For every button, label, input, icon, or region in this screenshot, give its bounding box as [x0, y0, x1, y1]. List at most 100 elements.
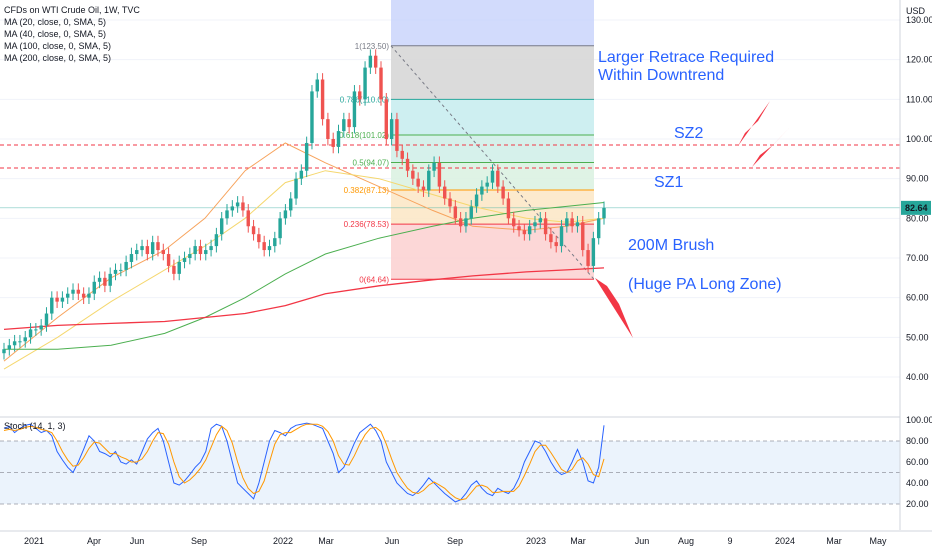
- price-tick-6: 100.00: [906, 134, 932, 144]
- candle-29: [156, 242, 160, 251]
- candle-14: [76, 289, 81, 294]
- candle-60: [320, 79, 325, 120]
- legend-ma40: MA (40, close, 0, SMA, 5): [4, 29, 106, 39]
- fib-band-1: [391, 99, 594, 135]
- x-tick-8: 2023: [526, 536, 546, 546]
- chart-title: CFDs on WTI Crude Oil, 1W, TVC: [4, 5, 140, 15]
- last-price-label: 82.64: [905, 203, 928, 213]
- legend-ma100: MA (100, close, 0, SMA, 5): [4, 41, 111, 51]
- candle-23: [124, 261, 128, 270]
- candle-80: [427, 170, 431, 191]
- arrow-sz2-upper: [738, 101, 770, 146]
- price-tick-4: 80.00: [906, 213, 929, 223]
- stoch-tick-3: 80.00: [906, 436, 929, 446]
- candle-8: [44, 313, 49, 326]
- candle-97: [517, 226, 521, 231]
- candle-55: [294, 178, 298, 199]
- candle-111: [591, 238, 596, 266]
- stoch-series-1: [3, 423, 605, 501]
- price-tick-8: 120.00: [906, 55, 932, 65]
- candle-13: [71, 289, 75, 294]
- candle-48: [257, 234, 261, 243]
- candle-109: [581, 222, 585, 251]
- candle-70: [373, 55, 378, 68]
- candle-89: [474, 194, 479, 207]
- candle-99: [527, 226, 532, 235]
- candle-22: [119, 269, 123, 271]
- price-tick-0: 40.00: [906, 372, 929, 382]
- price-tick-2: 60.00: [906, 293, 929, 303]
- candle-88: [469, 206, 473, 219]
- x-tick-14: Mar: [826, 536, 842, 546]
- fib-band-5: [391, 224, 594, 280]
- candle-74: [395, 119, 399, 151]
- candle-57: [304, 142, 309, 171]
- candle-2: [12, 341, 17, 346]
- candle-30: [161, 250, 166, 255]
- x-tick-6: Jun: [385, 536, 400, 546]
- candle-66: [352, 91, 357, 128]
- candle-18: [97, 277, 102, 282]
- price-tick-1: 50.00: [906, 332, 929, 342]
- x-tick-5: Mar: [318, 536, 334, 546]
- candle-52: [278, 218, 282, 239]
- candle-92: [490, 170, 495, 183]
- stoch-label: Stoch (14, 1, 3): [4, 421, 66, 431]
- candle-71: [379, 67, 383, 100]
- x-tick-9: Mar: [570, 536, 586, 546]
- candle-31: [166, 254, 171, 266]
- candle-15: [81, 293, 86, 298]
- candle-35: [188, 254, 192, 258]
- candle-93: [496, 170, 500, 187]
- candle-67: [358, 91, 362, 100]
- candle-82: [437, 162, 442, 187]
- arrow-sz2-lower: [752, 127, 790, 167]
- arrow-pa-zone: [595, 278, 633, 338]
- candle-105: [559, 226, 564, 247]
- candle-49: [262, 242, 266, 251]
- x-tick-2: Jun: [130, 536, 145, 546]
- fib-label-1: 0.786(110.00): [340, 95, 390, 104]
- candle-100: [533, 222, 537, 227]
- candle-65: [347, 119, 351, 128]
- candle-28: [150, 242, 155, 255]
- fib-band-2: [391, 134, 594, 163]
- annotation-larger-retrace-1: Larger Retrace Required: [598, 49, 774, 66]
- candle-110: [586, 250, 590, 266]
- candle-47: [251, 226, 256, 235]
- annotation-sz1: SZ1: [654, 174, 683, 191]
- candle-34: [182, 258, 187, 262]
- candle-94: [501, 186, 505, 199]
- stoch-tick-1: 40.00: [906, 478, 929, 488]
- candle-68: [363, 67, 367, 100]
- candle-101: [538, 218, 542, 223]
- candle-37: [198, 246, 203, 255]
- candle-62: [331, 139, 335, 147]
- x-tick-3: Sep: [191, 536, 207, 546]
- candle-20: [108, 273, 112, 286]
- fib-label-5: 0.236(78.53): [344, 220, 390, 229]
- candle-45: [241, 202, 245, 211]
- candle-76: [405, 158, 410, 171]
- candle-63: [336, 131, 341, 147]
- annotation-arrows: [595, 101, 790, 338]
- stoch-tick-0: 20.00: [906, 499, 929, 509]
- candle-21: [113, 269, 118, 274]
- candle-95: [506, 198, 511, 219]
- candle-113: [602, 207, 606, 219]
- candle-84: [448, 198, 452, 207]
- candle-108: [575, 222, 580, 227]
- candle-72: [384, 99, 389, 139]
- candle-19: [103, 277, 107, 286]
- x-tick-0: 2021: [24, 536, 44, 546]
- candle-27: [145, 246, 150, 255]
- candle-77: [411, 170, 415, 179]
- stoch-tick-2: 60.00: [906, 457, 929, 467]
- candle-87: [464, 218, 468, 227]
- candle-11: [60, 297, 65, 302]
- candle-44: [235, 202, 240, 207]
- candle-86: [458, 218, 463, 227]
- candle-53: [283, 210, 288, 219]
